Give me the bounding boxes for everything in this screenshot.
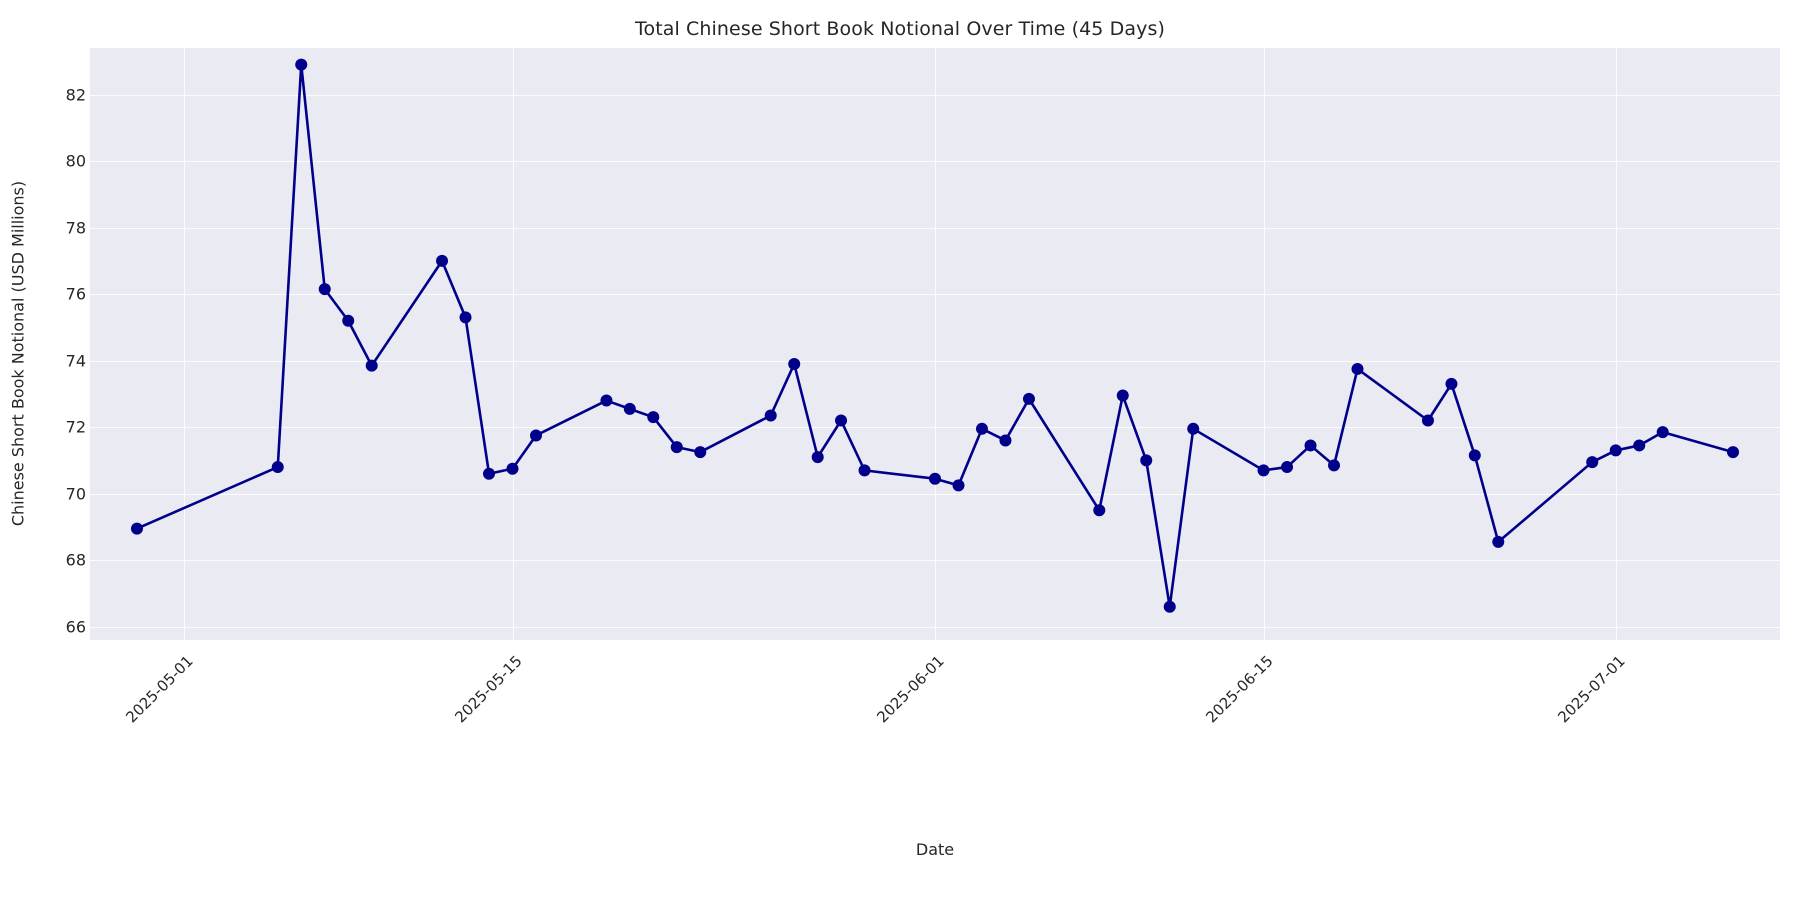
chart-title: Total Chinese Short Book Notional Over T…: [635, 18, 1165, 40]
y-axis-label: Chinese Short Book Notional (USD Million…: [8, 180, 28, 527]
x-tick-label-2025-05-01: 2025-05-01: [122, 652, 197, 727]
data-point: [811, 451, 824, 464]
x-axis-label: Date: [915, 840, 955, 859]
data-point: [1727, 446, 1740, 459]
gridline-v-0: [183, 48, 186, 640]
series-line: [137, 65, 1733, 607]
data-point: [623, 402, 636, 415]
gridline-v-1: [512, 48, 514, 640]
x-tick-label-2025-06-01: 2025-06-01: [873, 652, 948, 727]
data-point: [1328, 459, 1341, 472]
data-point: [694, 446, 707, 459]
y-tick-label-70: 70: [65, 484, 86, 504]
data-point: [1468, 449, 1481, 462]
data-point: [1445, 377, 1458, 390]
y-tick-label-68: 68: [65, 550, 86, 570]
x-tick-label-2025-06-15: 2025-06-15: [1201, 652, 1277, 727]
data-point: [1586, 456, 1599, 469]
plot-area: [90, 48, 1780, 640]
y-tick-label-80: 80: [65, 151, 86, 171]
data-point: [600, 394, 613, 407]
gridline-v-4: [1615, 48, 1617, 640]
line-series: [130, 58, 1740, 613]
data-point: [952, 479, 965, 492]
data-point: [130, 522, 143, 535]
data-point: [1257, 464, 1270, 477]
data-point: [999, 434, 1012, 447]
data-point: [1022, 392, 1035, 405]
x-tick-label-2025-05-15: 2025-05-15: [450, 652, 526, 727]
y-tick-label-76: 76: [65, 284, 86, 304]
data-point: [1351, 362, 1364, 375]
data-point: [342, 314, 355, 327]
data-point: [835, 414, 848, 427]
data-point: [788, 357, 801, 370]
data-point: [365, 359, 378, 372]
y-tick-label-74: 74: [65, 351, 86, 371]
y-tick-label-82: 82: [65, 85, 86, 105]
data-point: [1093, 504, 1106, 517]
data-point: [1656, 426, 1669, 439]
y-tick-label-66: 66: [65, 617, 86, 637]
data-point: [506, 462, 519, 475]
data-point: [1140, 454, 1153, 467]
y-tick-label-72: 72: [65, 417, 86, 437]
data-point: [858, 464, 871, 477]
data-point: [1163, 600, 1176, 613]
data-point: [647, 411, 660, 424]
data-point: [1492, 535, 1505, 548]
x-tick-label-2025-07-01: 2025-07-01: [1554, 652, 1629, 727]
gridline-v-3: [1263, 48, 1265, 640]
data-point: [1187, 422, 1200, 435]
data-point: [529, 429, 542, 442]
data-point: [670, 441, 683, 454]
data-point: [1609, 444, 1622, 457]
data-point: [764, 409, 777, 422]
data-point: [318, 283, 331, 296]
data-point: [483, 467, 496, 480]
data-point: [1304, 439, 1317, 452]
data-point: [929, 472, 941, 485]
data-point: [1116, 389, 1129, 402]
data-point: [436, 254, 449, 267]
data-point: [459, 311, 472, 324]
data-point: [271, 461, 284, 474]
data-point: [1421, 414, 1434, 427]
y-tick-label-78: 78: [65, 218, 86, 238]
data-point: [975, 422, 988, 435]
gridline-v-2: [935, 48, 937, 640]
data-point: [295, 58, 308, 71]
data-point: [1281, 461, 1294, 474]
data-point: [1633, 439, 1646, 452]
